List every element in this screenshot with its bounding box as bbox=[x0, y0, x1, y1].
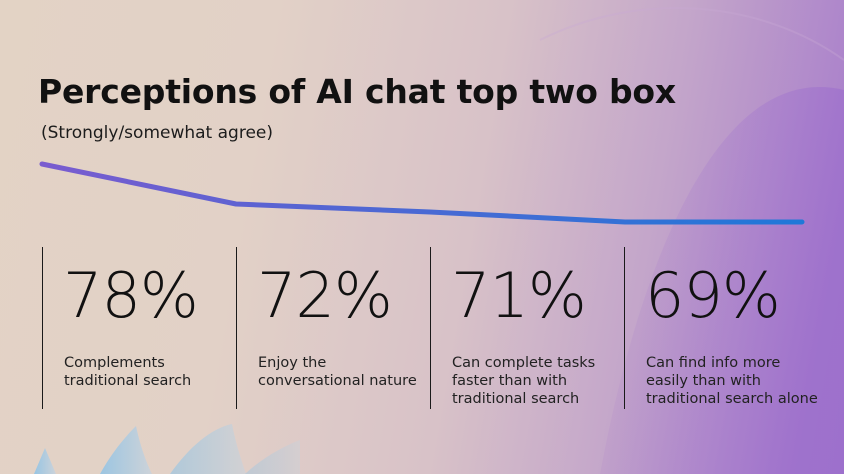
stat-label: Enjoy the conversational nature bbox=[258, 355, 417, 389]
chart-title: Perceptions of AI chat top two box bbox=[38, 72, 676, 111]
stat-value: 71% bbox=[451, 259, 587, 332]
stat-item: 72% Enjoy the conversational nature bbox=[236, 247, 417, 409]
stat-value: 72% bbox=[257, 259, 393, 332]
stat-label: Can complete tasks faster than with trad… bbox=[452, 355, 596, 407]
stat-value: 69% bbox=[645, 259, 781, 332]
stat-value: 78% bbox=[63, 259, 199, 332]
stat-item: 78% Complements traditional search bbox=[42, 247, 199, 409]
stat-item: 71% Can complete tasks faster than with … bbox=[430, 247, 595, 409]
chart-subtitle: (Strongly/somewhat agree) bbox=[41, 123, 273, 143]
stat-label: Complements traditional search bbox=[64, 355, 192, 389]
stat-item: 69% Can find info more easily than with … bbox=[624, 247, 818, 409]
stat-label: Can find info more easily than with trad… bbox=[646, 355, 818, 407]
